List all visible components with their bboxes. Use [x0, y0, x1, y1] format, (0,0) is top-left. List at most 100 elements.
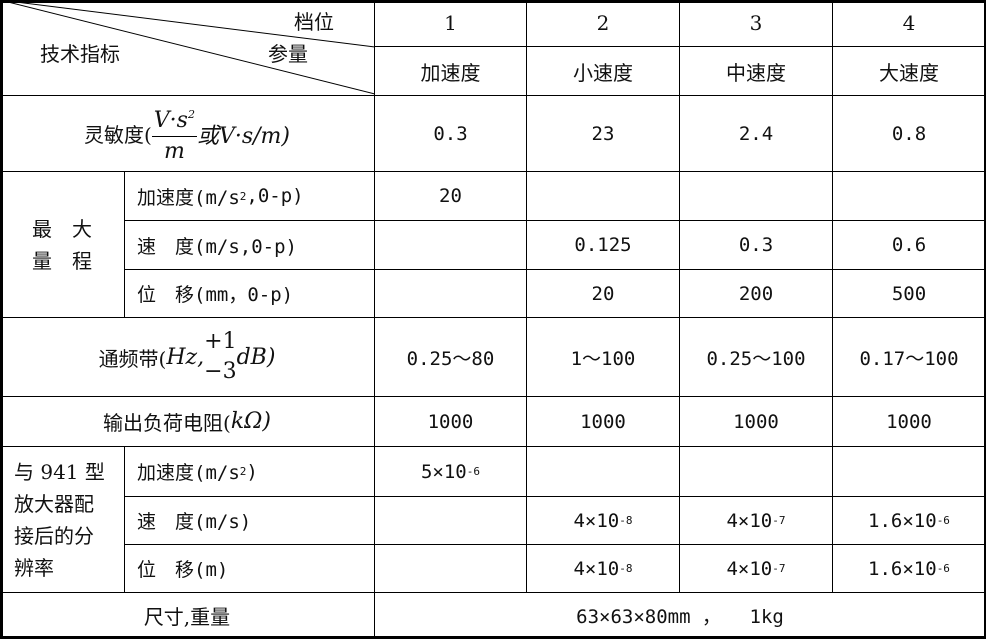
max-range-value [375, 270, 527, 318]
output-load-prefix: 输出负荷电阻( [103, 411, 231, 435]
value-exponent: -7 [772, 514, 786, 527]
max-range-value: 20 [527, 270, 680, 318]
max-range-line2: 量 程 [32, 248, 92, 273]
value-text: 0.25～80 [406, 347, 495, 370]
sensitivity-fraction: V·s2 m [151, 100, 197, 167]
frac-exp: 2 [187, 108, 195, 121]
output-load-unit: kΩ [230, 409, 263, 434]
resolution-line: 与 941 型 [14, 459, 105, 484]
value-text: 1000 [886, 410, 932, 433]
value-text: 1000 [580, 410, 626, 433]
max-range-value: 20 [375, 172, 527, 221]
mode-name: 中速度 [726, 60, 786, 85]
resolution-row-label: 加速度(m/s 2) [125, 447, 375, 497]
resolution-line: 辨率 [14, 555, 54, 580]
output-load-label: 输出负荷电阻(kΩ) [0, 397, 375, 447]
value-text: 0.8 [891, 122, 927, 145]
value-text: 2.4 [738, 122, 774, 145]
resolution-value: 1.6×10 -6 [833, 497, 986, 545]
max-range-value: 0.3 [680, 221, 833, 270]
row-label-text: 加速度(m/s [137, 186, 240, 209]
value-text: 200 [738, 282, 774, 305]
value-text: 0.17～100 [859, 347, 959, 370]
row-label-text: 速 度(m/s,0-p) [137, 235, 297, 258]
value-base: 4×10 [726, 557, 773, 580]
value-text: 0.25～100 [706, 347, 806, 370]
resolution-value: 4×10 -8 [527, 497, 680, 545]
value-text: 0.6 [891, 234, 927, 256]
value-base: 5×10 [420, 460, 467, 483]
output-load-value: 1000 [375, 397, 527, 447]
value-base: 1.6×10 [868, 509, 937, 532]
mode-header-cell: 中速度 [680, 47, 833, 96]
output-load-suffix: ) [262, 409, 271, 434]
tolerance-lower: −3 [204, 359, 237, 384]
value-exponent: -6 [466, 465, 480, 478]
value-exponent: -8 [619, 514, 633, 527]
passband-unit-hz: Hz, [166, 344, 205, 370]
header-corner-cell: 档位 参量 技术指标 [0, 0, 375, 96]
passband-value: 0.25～80 [375, 318, 527, 397]
passband-label: 通频带( Hz, +1 −3 dB) [0, 318, 375, 397]
value-exponent: -6 [936, 562, 950, 575]
sensitivity-value: 2.4 [680, 96, 833, 172]
value-text: 1000 [427, 410, 474, 433]
corner-gear-label: 档位 [294, 10, 334, 34]
resolution-value [375, 545, 527, 593]
corner-param-label: 参量 [268, 42, 308, 66]
sensitivity-prefix: 灵敏度( [83, 123, 152, 147]
resolution-row-label: 速 度(m/s) [125, 497, 375, 545]
mode-header-cell: 加速度 [375, 47, 527, 96]
diagonal-lines [0, 0, 375, 95]
resolution-value [680, 447, 833, 497]
gear-number: 4 [902, 11, 916, 35]
max-range-value [527, 172, 680, 221]
max-range-value [375, 221, 527, 270]
row-label-exp: 2 [239, 465, 247, 478]
value-exponent: -8 [619, 562, 633, 575]
sensitivity-label: 灵敏度( V·s2 m 或V·s/m) [0, 96, 375, 172]
mode-name: 加速度 [420, 60, 481, 85]
mode-header-cell: 小速度 [527, 47, 680, 96]
gear-number: 1 [444, 11, 457, 35]
value-text: 0.125 [574, 234, 632, 256]
frac-den: m [163, 139, 185, 164]
gear-header-cell: 2 [527, 0, 680, 47]
row-label-tail: ) [246, 460, 258, 483]
sensitivity-value: 23 [527, 96, 680, 172]
value-text: 0.3 [738, 234, 774, 256]
mode-name: 小速度 [573, 60, 633, 85]
passband-value: 1～100 [527, 318, 680, 397]
passband-value: 0.25～100 [680, 318, 833, 397]
row-label-exp: 2 [239, 189, 247, 203]
resolution-line: 放大器配 [14, 491, 94, 516]
max-range-value [680, 172, 833, 221]
value-text: 20 [439, 185, 462, 207]
gear-number: 3 [749, 11, 763, 35]
value-exponent: -7 [772, 562, 786, 575]
gear-header-cell: 1 [375, 0, 527, 47]
resolution-row-label: 位 移(m) [125, 545, 375, 593]
resolution-value: 4×10 -7 [680, 497, 833, 545]
resolution-value: 4×10 -7 [680, 545, 833, 593]
output-load-value: 1000 [527, 397, 680, 447]
resolution-line: 接后的分 [14, 523, 94, 548]
value-base: 4×10 [726, 509, 773, 532]
mode-header-cell: 大速度 [833, 47, 986, 96]
passband-unit-db: dB) [236, 344, 276, 370]
resolution-value [527, 447, 680, 497]
passband-tolerance: +1 −3 [204, 327, 236, 387]
resolution-value: 5×10 -6 [375, 447, 527, 497]
row-label-text: 位 移(m) [137, 559, 229, 581]
frac-num: V·s [153, 108, 188, 133]
value-base: 1.6×10 [868, 557, 937, 580]
value-text: 1～100 [570, 347, 636, 370]
row-label-tail: ,0-p) [246, 185, 304, 207]
resolution-value [375, 497, 527, 545]
mode-name: 大速度 [879, 60, 939, 85]
row-label-text: 速 度(m/s) [137, 511, 252, 533]
row-label-text: 加速度(m/s [137, 462, 240, 484]
value-text: 1000 [733, 410, 779, 433]
gear-number: 2 [596, 11, 610, 35]
